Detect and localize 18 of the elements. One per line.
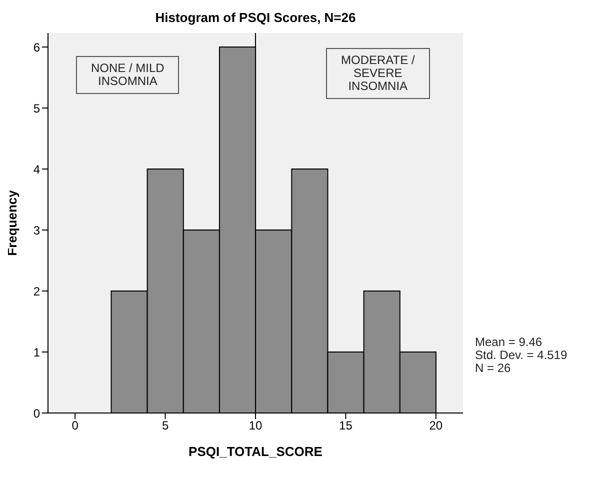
y-axis-title: Frequency: [4, 189, 20, 256]
y-tick-label: 3: [33, 223, 40, 238]
y-tick-label: 6: [33, 40, 40, 54]
x-axis-title: PSQI_TOTAL_SCORE: [188, 444, 323, 459]
text: Mean = 9.46 Std. Dev. = 4.519 N = 26: [475, 335, 568, 375]
annotation: MODERATE / SEVERE INSOMNIA: [326, 48, 430, 99]
y-tick-label: 5: [33, 101, 40, 116]
annotation: NONE / MILD INSOMNIA: [76, 56, 180, 94]
y-tick-label: 1: [33, 345, 40, 360]
y-tick-label: 2: [33, 284, 40, 298]
x-tick-label: 10: [248, 418, 262, 433]
chart-title: Histogram of PSQI Scores, N=26: [154, 10, 357, 25]
x-tick-label: 20: [429, 418, 443, 433]
y-tick-label: 0: [33, 406, 40, 420]
x-tick-label: 0: [72, 418, 79, 433]
x-tick-label: 15: [339, 418, 353, 433]
x-tick-label: 5: [162, 418, 169, 433]
y-tick-label: 4: [33, 162, 40, 176]
